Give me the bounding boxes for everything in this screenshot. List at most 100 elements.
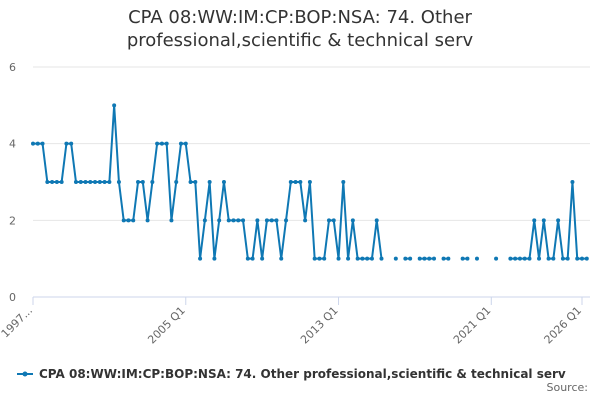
data-point [245,256,250,261]
data-point [307,180,312,184]
data-point [417,256,422,261]
data-point [460,256,465,261]
y-tick-label: 0 [9,291,16,304]
data-point [255,218,260,223]
series-line [33,105,587,260]
data-point [374,218,379,223]
data-point [312,256,317,261]
data-point [183,141,188,146]
legend-label: CPA 08:WW:IM:CP:BOP:NSA: 74. Other profe… [39,367,566,381]
data-point [527,256,532,261]
data-point [565,256,570,261]
data-point [159,141,164,146]
data-point [517,256,522,261]
data-point [474,256,479,261]
data-point [584,256,589,261]
data-point [513,256,518,261]
data-point [494,256,499,261]
data-point [102,180,107,184]
data-point [560,256,565,261]
data-point [174,180,179,184]
data-point [73,180,78,184]
data-point [537,256,542,261]
data-point [236,218,241,223]
y-tick-label: 6 [9,61,16,74]
data-point [193,180,198,184]
x-tick-label: 2021 Q1 [451,304,494,347]
chart-title: CPA 08:WW:IM:CP:BOP:NSA: 74. Other profe… [126,7,474,51]
x-tick-label: 2026 Q1 [542,304,585,347]
data-point [575,256,580,261]
data-point [322,256,327,261]
data-point [131,218,136,223]
data-point [88,180,93,184]
data-point [393,256,398,261]
data-point [427,256,432,261]
data-point [45,180,50,184]
data-point [40,141,45,146]
data-point [441,256,446,261]
data-point [202,218,207,223]
data-point [150,180,155,184]
data-point [541,218,546,223]
data-point [350,218,355,223]
data-point [78,180,83,184]
data-point [446,256,451,261]
data-point [365,256,370,261]
data-point [331,218,336,223]
data-point [155,141,160,146]
data-point [212,256,217,261]
data-point [546,256,551,261]
data-point [379,256,384,261]
data-point [221,180,226,184]
data-point [217,218,222,223]
data-point [508,256,513,261]
data-point [31,141,35,146]
data-point [403,256,408,261]
data-point [360,256,365,261]
data-point [326,218,331,223]
data-point [288,180,293,184]
data-point [465,256,470,261]
data-point [107,180,112,184]
data-point [284,218,289,223]
data-point [64,141,69,146]
data-point [408,256,413,261]
data-point [580,256,584,261]
data-point [226,218,231,223]
legend-marker [22,371,28,377]
data-point [341,180,346,184]
data-point [336,256,341,261]
data-point [112,103,117,108]
data-point [50,180,55,184]
data-point [83,180,88,184]
data-point [231,218,236,223]
data-point [556,218,561,223]
data-point [169,218,174,223]
data-point [298,180,303,184]
x-tick-label: 2013 Q1 [298,304,341,347]
data-point [269,218,274,223]
data-point [317,256,322,261]
data-point [188,180,193,184]
data-point [121,218,126,223]
data-point [279,256,284,261]
data-point [207,180,212,184]
data-point [264,218,269,223]
data-point [432,256,437,261]
data-point [178,141,183,146]
data-point [116,180,121,184]
data-point [35,141,40,146]
data-point [551,256,556,261]
data-point [274,218,279,223]
data-point [93,180,98,184]
data-point [369,256,374,261]
data-point [140,180,145,184]
data-point [54,180,59,184]
data-point [198,256,203,261]
data-point [355,256,360,261]
data-point [145,218,150,223]
x-tick-label: 2005 Q1 [145,304,188,347]
data-point [522,256,527,261]
